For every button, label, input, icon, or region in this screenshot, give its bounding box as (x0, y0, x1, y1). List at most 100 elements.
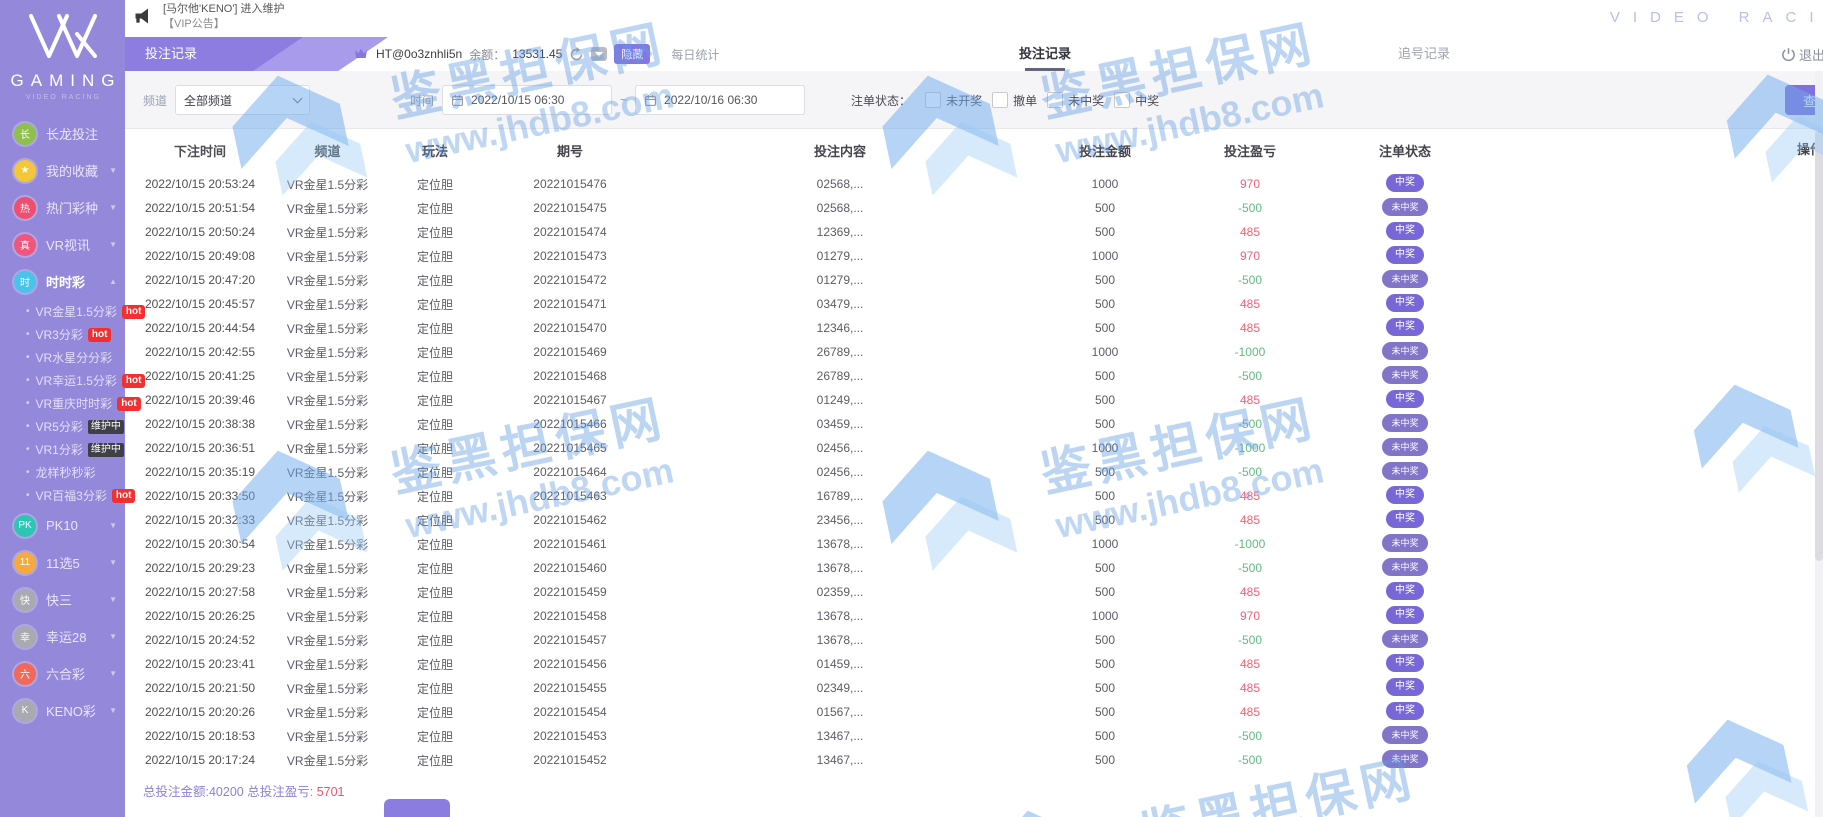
table-row: 2022/10/15 20:51:54 VR金星1.5分彩 定位胆 202210154… (125, 196, 1823, 220)
table-row: 2022/10/15 20:17:24 VR金星1.5分彩 定位胆 202210154… (125, 748, 1823, 772)
cell-channel: VR金星1.5分彩 (286, 609, 369, 624)
table-row: 2022/10/15 20:35:19 VR金星1.5分彩 定位胆 202210154… (125, 460, 1823, 484)
sidebar-item-我的收藏[interactable]: ★ 我的收藏 ▼ (0, 152, 125, 189)
sidebar-item-快三[interactable]: 快快三 ▼ (0, 581, 125, 618)
hide-balance-button[interactable]: 隐藏 (614, 44, 651, 64)
table-row: 2022/10/15 20:38:38 VR金星1.5分彩 定位胆 202210154… (125, 412, 1823, 436)
sidebar-subitem-VR百福3分彩[interactable]: • VR百福3分彩 hot (0, 484, 136, 507)
channel-label: 频道 (143, 93, 168, 108)
cell-content: 01459,... (816, 657, 864, 671)
sidebar-subitem-VR重庆时时彩[interactable]: • VR重庆时时彩 hot (0, 392, 141, 415)
cell-time: 2022/10/15 20:27:58 (144, 585, 256, 599)
sidebar-item-幸运28[interactable]: 幸幸运28 ▼ (0, 618, 125, 655)
cell-issue: 20221015476 (533, 177, 607, 191)
sidebar-item-PK10[interactable]: PK PK10 ▼ (0, 507, 125, 544)
sidebar-item-icon: 幸 (14, 625, 36, 648)
logout-button[interactable]: 退出 (1781, 37, 1823, 71)
table-row: 2022/10/15 20:42:55 VR金星1.5分彩 定位胆 202210154… (125, 340, 1823, 364)
sidebar-subitem-VR金星1.5分彩[interactable]: • VR金星1.5分彩 hot (0, 300, 146, 323)
sidebar-item-11选5[interactable]: 11 11选5 ▼ (0, 544, 125, 581)
cell-content: 01567,... (816, 705, 864, 719)
cell-amount: 1000 (1091, 249, 1119, 263)
cell-amount: 500 (1094, 489, 1116, 503)
sidebar-subitem-VR1分彩[interactable]: • VR1分彩 维护中 (0, 438, 125, 461)
cell-amount: 500 (1094, 633, 1116, 647)
sidebar-item-长龙投注[interactable]: 长长龙投注 (0, 115, 125, 152)
tab-bet-records[interactable]: 投注记录 (1019, 37, 1071, 71)
cell-amount: 500 (1094, 753, 1116, 767)
power-icon (1782, 47, 1795, 61)
channel-select[interactable]: 全部频道 (175, 85, 311, 115)
username: HT@0o3znhli5n (376, 47, 463, 61)
scrollbar[interactable] (1815, 71, 1823, 817)
cell-channel: VR金星1.5分彩 (286, 633, 369, 648)
order-status-label: 注单状态： (851, 93, 912, 108)
cell-play: 定位胆 (416, 201, 453, 216)
sidebar-item-label: 幸运28 (46, 630, 87, 645)
sidebar-item-label: 我的收藏 (46, 164, 99, 179)
cell-channel: VR金星1.5分彩 (286, 561, 369, 576)
cell-time: 2022/10/15 20:42:55 (144, 345, 256, 359)
balance-dropdown-button[interactable] (591, 47, 608, 61)
hot-badge: hot (121, 373, 146, 388)
cell-channel: VR金星1.5分彩 (286, 177, 369, 192)
cell-status: 未中奖 (1320, 365, 1490, 387)
table-body: 2022/10/15 20:53:24 VR金星1.5分彩 定位胆 202210154… (125, 172, 1823, 772)
sidebar-item-KENO彩[interactable]: K KENO彩 ▼ (0, 692, 125, 729)
cell-profit: -500 (1237, 633, 1263, 647)
cell-content: 13678,... (816, 633, 864, 647)
cell-profit: 485 (1239, 393, 1261, 407)
status-badge: 未中奖 (1382, 413, 1428, 432)
balance-value: 13531.45 (512, 47, 563, 61)
cell-profit: 485 (1239, 225, 1261, 239)
cell-time: 2022/10/15 20:35:19 (144, 465, 256, 479)
cell-issue: 20221015455 (533, 681, 607, 695)
tab-chase-records[interactable]: 追号记录 (1398, 46, 1451, 61)
cell-amount: 500 (1094, 705, 1116, 719)
chevron-down-icon: ▼ (109, 166, 117, 175)
sidebar-subitem-VR水星分分彩[interactable]: • VR水星分分彩 (0, 346, 125, 369)
sidebar-item-热门彩种[interactable]: 热热门彩种 ▼ (0, 189, 125, 226)
cell-profit: 485 (1239, 585, 1261, 599)
top-strip: [马尔他'KENO'] 进入维护 【VIP公告】 VIDEO RACING (125, 0, 1823, 37)
cell-status: 中奖 (1320, 677, 1490, 699)
sidebar-subitem-龙样秒秒彩[interactable]: • 龙样秒秒彩 (0, 461, 125, 484)
cell-channel: VR金星1.5分彩 (286, 441, 369, 456)
sidebar-item-VR视讯[interactable]: 真 VR视讯 ▼ (0, 226, 125, 263)
cell-play: 定位胆 (416, 273, 453, 288)
sidebar-item-时时彩[interactable]: 时时时彩 ▲ (0, 263, 125, 300)
status-checkbox-未开奖[interactable]: 未开奖 (925, 92, 982, 109)
sidebar-subitem-label: VR3分彩 (35, 328, 83, 342)
cell-content: 01249,... (816, 393, 864, 407)
daily-stats-link[interactable]: 每日统计 (671, 47, 720, 62)
cell-profit: 970 (1239, 177, 1261, 191)
time-label: 时间 (410, 93, 435, 108)
sidebar-item-label: 时时彩 (46, 275, 86, 290)
sidebar-item-icon: 时 (14, 270, 36, 293)
scrollbar-thumb[interactable] (1815, 131, 1823, 561)
main-area: [马尔他'KENO'] 进入维护 【VIP公告】 VIDEO RACING 投注… (125, 0, 1823, 817)
status-badge: 中奖 (1386, 677, 1424, 696)
date-start-input[interactable]: 2022/10/15 06:30 (442, 85, 613, 115)
column-header: 玩法 (421, 143, 448, 159)
column-header: 投注盈亏 (1223, 143, 1276, 159)
chevron-down-icon: ▼ (109, 632, 117, 641)
sidebar-subitem-VR3分彩[interactable]: • VR3分彩 hot (0, 323, 125, 346)
date-end-input[interactable]: 2022/10/16 06:30 (635, 85, 806, 115)
sidebar-item-label: 热门彩种 (46, 201, 99, 216)
sidebar-subitem-VR5分彩[interactable]: • VR5分彩 维护中 (0, 415, 125, 438)
status-checkbox-中奖[interactable]: 中奖 (1114, 92, 1159, 109)
cell-issue: 20221015475 (533, 201, 607, 215)
cell-amount: 500 (1094, 201, 1116, 215)
sidebar-item-六合彩[interactable]: 六六合彩 ▼ (0, 655, 125, 692)
table-row: 2022/10/15 20:32:33 VR金星1.5分彩 定位胆 202210154… (125, 508, 1823, 532)
sidebar-subitem-label: VR金星1.5分彩 (35, 305, 117, 319)
cell-amount: 500 (1094, 393, 1116, 407)
status-checkbox-撤单[interactable]: 撤单 (992, 92, 1037, 109)
cell-time: 2022/10/15 20:30:54 (144, 537, 256, 551)
cell-content: 13678,... (816, 561, 864, 575)
refresh-icon[interactable] (569, 46, 584, 62)
table-header-row: 下注时间 频道 玩法 期号 投注内容 投注金额 投注盈亏 注单状态 (125, 128, 1823, 172)
status-checkbox-未中奖[interactable]: 未中奖 (1047, 92, 1104, 109)
sidebar-subitem-VR幸运1.5分彩[interactable]: • VR幸运1.5分彩 hot (0, 369, 146, 392)
